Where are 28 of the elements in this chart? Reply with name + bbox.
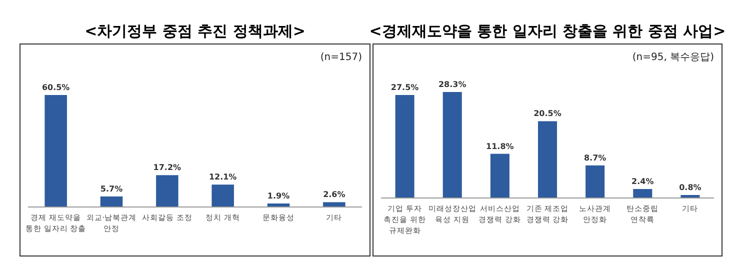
- bar: [442, 92, 462, 198]
- chart-title: <차기정부 중점 추진 정책과제>: [84, 22, 306, 40]
- bar: [100, 196, 123, 207]
- data-label: 2.4%: [632, 177, 654, 186]
- bar: [633, 189, 652, 198]
- text: (n=157): [320, 52, 362, 63]
- data-label: 12.1%: [208, 172, 237, 182]
- data-label: 2.6%: [323, 190, 346, 200]
- bar: [395, 94, 414, 198]
- chart-title: <경제재도약을 통한 일자리 창출을 위한 중점 사업>: [369, 22, 726, 40]
- bar: [156, 175, 178, 207]
- bar: [212, 184, 234, 207]
- bar: [44, 95, 67, 207]
- data-label: 20.5%: [534, 109, 562, 118]
- data-label: 60.5%: [42, 83, 70, 92]
- text: (n=95, 복수응답): [632, 52, 714, 63]
- bar: [538, 121, 558, 198]
- data-label: 27.5%: [390, 82, 419, 92]
- data-label: 28.3%: [438, 80, 466, 89]
- data-label: 1.9%: [267, 191, 290, 200]
- data-label: 8.7%: [584, 153, 606, 162]
- bar: [586, 165, 605, 198]
- data-label: 5.7%: [100, 184, 123, 194]
- bar: [490, 154, 510, 198]
- data-label: 11.8%: [486, 142, 514, 151]
- bar: [323, 202, 346, 207]
- data-label: 0.8%: [679, 183, 702, 192]
- data-label: 17.2%: [153, 163, 182, 172]
